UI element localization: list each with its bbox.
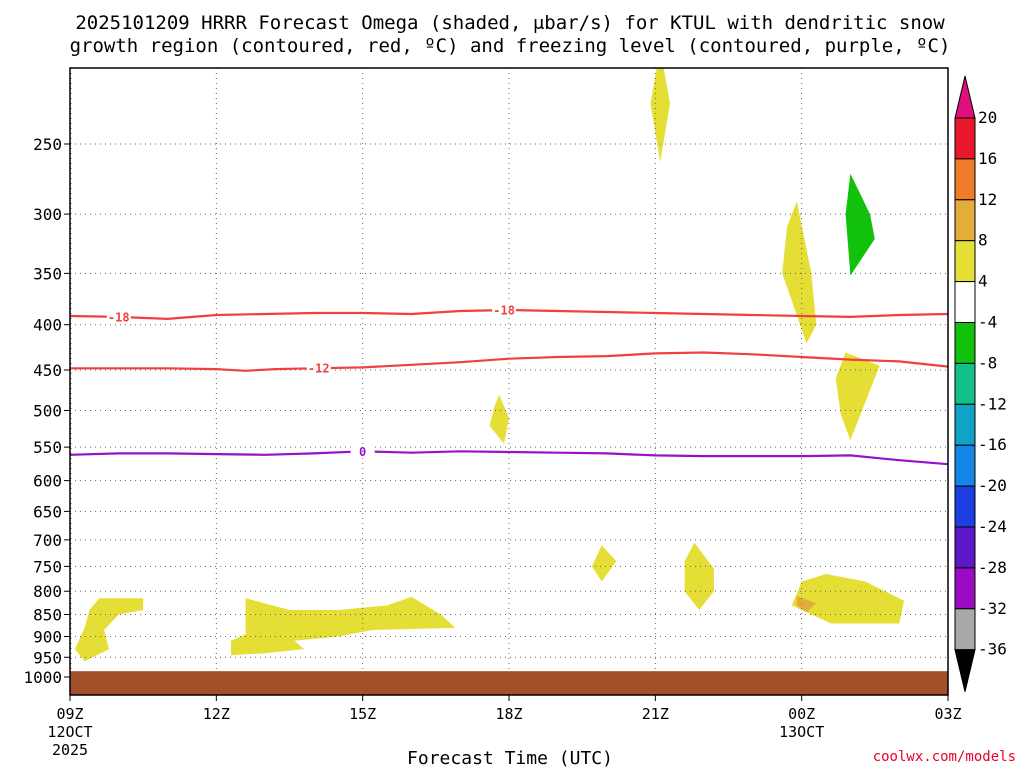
y-tick-label-500: 500 — [33, 402, 62, 421]
y-tick-label-450: 450 — [33, 361, 62, 380]
colorbar-segment-5 — [954, 322, 976, 364]
y-tick-label-800: 800 — [33, 582, 62, 601]
chart-title-line2: growth region (contoured, red, ºC) and f… — [70, 35, 951, 57]
y-tick-label-550: 550 — [33, 438, 62, 457]
surface-layer — [70, 671, 948, 695]
contour-label: 0 — [359, 445, 366, 459]
omega-region-1 — [74, 598, 144, 662]
y-tick-label-600: 600 — [33, 472, 62, 491]
y-tick-label-900: 900 — [33, 627, 62, 646]
omega-region-9 — [791, 574, 905, 624]
colorbar-segment-12 — [954, 608, 976, 651]
colorbar-label--12: -12 — [978, 394, 1007, 413]
colorbar-label--24: -24 — [978, 517, 1007, 536]
contour-label-bg — [306, 361, 331, 376]
contour-label-bg — [492, 303, 517, 318]
colorbar-label-12: 12 — [978, 190, 997, 209]
colorbar-segment-7 — [954, 403, 976, 446]
colorbar-segment-2 — [954, 199, 976, 242]
x-tick-label-15Z: 15Z — [349, 705, 376, 723]
x-tick-label-18Z: 18Z — [495, 705, 522, 723]
omega-region-0 — [55, 58, 70, 112]
y-tick-label-650: 650 — [33, 502, 62, 521]
contour-label: -12 — [308, 362, 330, 376]
omega-shading — [55, 58, 905, 662]
colorbar-top-arrow — [954, 75, 976, 119]
omega-region-2 — [231, 596, 456, 656]
colorbar-segment-10 — [954, 526, 976, 569]
below-ground-band — [70, 671, 948, 695]
colorbar-bottom-arrow — [954, 649, 976, 692]
contour-line-0 — [70, 450, 948, 466]
colorbar-label--8: -8 — [978, 353, 997, 372]
x-tick-label-00Z: 00Z — [788, 705, 815, 723]
y-tick-label-1000: 1000 — [23, 668, 62, 687]
colorbar-segment-8 — [954, 444, 976, 487]
colorbar-label--20: -20 — [978, 476, 1007, 495]
x-tick-label-09Z: 09Z — [56, 705, 83, 723]
chart-title-line1: 2025101209 HRRR Forecast Omega (shaded, … — [75, 12, 945, 34]
contour-label-bg — [106, 309, 131, 324]
contour-lines: -18 -18 -12 0 — [70, 303, 948, 466]
omega-region-3 — [489, 394, 509, 444]
colorbar-label-8: 8 — [978, 231, 988, 250]
colorbar-label--36: -36 — [978, 640, 1007, 659]
omega-region-7 — [782, 201, 817, 344]
y-tick-label-950: 950 — [33, 648, 62, 667]
x-tick-label-21Z: 21Z — [642, 705, 669, 723]
contour-label: -18 — [493, 304, 515, 318]
y-tick-label-700: 700 — [33, 531, 62, 550]
x-tick-label-12Z: 12Z — [203, 705, 230, 723]
contour-line--12 — [70, 351, 948, 372]
colorbar-segment-0 — [954, 117, 976, 160]
colorbar-label-20: 20 — [978, 108, 997, 127]
y-tick-label-850: 850 — [33, 606, 62, 625]
y-tick-label-250: 250 — [33, 135, 62, 154]
omega-region-11 — [845, 173, 875, 276]
y-axis: 250 300 350 400 450 500 550 600 650 700 750 800 850 9… — [23, 135, 70, 687]
colorbar-segment-3 — [954, 240, 976, 283]
credit-text: coolwx.com/models — [873, 749, 1016, 765]
y-tick-label-350: 350 — [33, 264, 62, 283]
omega-region-6 — [684, 542, 714, 610]
colorbar-label--28: -28 — [978, 558, 1007, 577]
colorbar-label--16: -16 — [978, 435, 1007, 454]
colorbar-label--32: -32 — [978, 599, 1007, 618]
x-axis-label: Forecast Time (UTC) — [407, 748, 613, 768]
colorbar-segment-4 — [954, 281, 976, 324]
colorbar-label-4: 4 — [978, 272, 988, 291]
x-tick-label-03Z: 03Z — [934, 705, 961, 723]
omega-region-8 — [835, 352, 880, 441]
colorbar-segment-6 — [954, 362, 976, 405]
omega-region-5 — [591, 545, 617, 582]
y-tick-label-300: 300 — [33, 205, 62, 224]
contour-label-bg — [350, 444, 375, 459]
colorbar-segment-1 — [954, 158, 976, 201]
omega-region-4 — [650, 68, 670, 162]
y-tick-label-750: 750 — [33, 557, 62, 576]
y-tick-label-400: 400 — [33, 316, 62, 335]
contour-label: -18 — [108, 310, 130, 324]
x-tick-date-00Z: 13OCT — [779, 723, 824, 741]
colorbar-segment-11 — [954, 567, 976, 610]
x-tick-date-09Z: 12OCT — [47, 723, 92, 741]
colorbar: 20 16 12 8 4 -4 -8 -12 -16 -20 -24 -28 -32 -36 — [954, 75, 1007, 692]
colorbar-segment-9 — [954, 485, 976, 528]
x-tick-year-09Z: 2025 — [52, 741, 88, 759]
colorbar-label--4: -4 — [978, 313, 997, 332]
colorbar-label-16: 16 — [978, 149, 997, 168]
